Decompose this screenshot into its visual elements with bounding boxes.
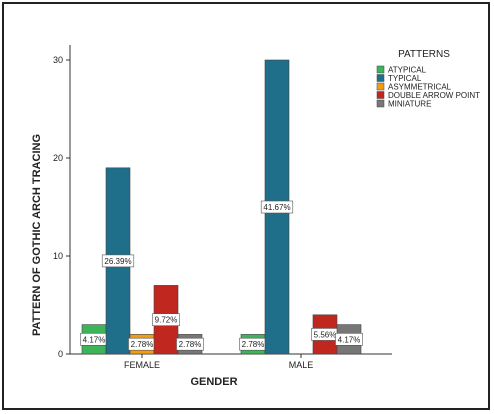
legend-entry: MINIATURE	[388, 100, 431, 109]
bars: 4.17% 26.39% 2.78% 9.72% 2.78% 2.78% 41.67% 5.5…	[80, 59, 363, 355]
y-ticks: 0 10 20 30	[53, 55, 70, 359]
y-tick-label: 10	[53, 251, 63, 261]
data-label: 4.17%	[338, 335, 361, 344]
category-label: MALE	[289, 360, 314, 370]
legend-swatch	[376, 74, 385, 82]
data-label: 4.17%	[83, 335, 106, 344]
data-label: 9.72%	[155, 316, 178, 325]
data-label: 2.78%	[131, 340, 154, 349]
legend-swatch	[376, 65, 385, 74]
legend-entry: TYPICAL	[388, 74, 422, 83]
y-axis-label: PATTERN OF GOTHIC ARCH TRACING	[31, 134, 43, 336]
data-label-box	[176, 337, 204, 351]
data-label: 41.67%	[263, 203, 290, 212]
data-label-box	[260, 200, 294, 214]
data-label-box	[101, 254, 135, 268]
y-tick-label: 0	[58, 349, 63, 359]
legend-title: PATTERNS	[398, 49, 450, 60]
data-label: 2.78%	[242, 340, 265, 349]
data-label-box	[335, 332, 363, 346]
legend-entry: ASYMMETRICAL	[388, 83, 452, 92]
legend-swatch	[376, 82, 385, 91]
legend: PATTERNS ATYPICALTYPICALASYMMETRICALDOUB…	[376, 49, 480, 109]
legend-entry: ATYPICAL	[388, 66, 427, 75]
data-label: 26.39%	[104, 257, 131, 266]
legend-swatch	[376, 91, 385, 99]
category-labels: FEMALE MALE	[124, 354, 313, 370]
data-label-box	[152, 313, 180, 327]
data-label: 5.56%	[314, 330, 337, 339]
y-tick-label: 20	[53, 153, 63, 163]
category-label: FEMALE	[124, 360, 160, 370]
data-label: 2.78%	[179, 340, 202, 349]
legend-swatch	[376, 99, 385, 108]
y-tick-label: 30	[53, 55, 63, 65]
x-axis-label: GENDER	[190, 376, 237, 388]
legend-entry: DOUBLE ARROW POINT	[388, 91, 480, 100]
